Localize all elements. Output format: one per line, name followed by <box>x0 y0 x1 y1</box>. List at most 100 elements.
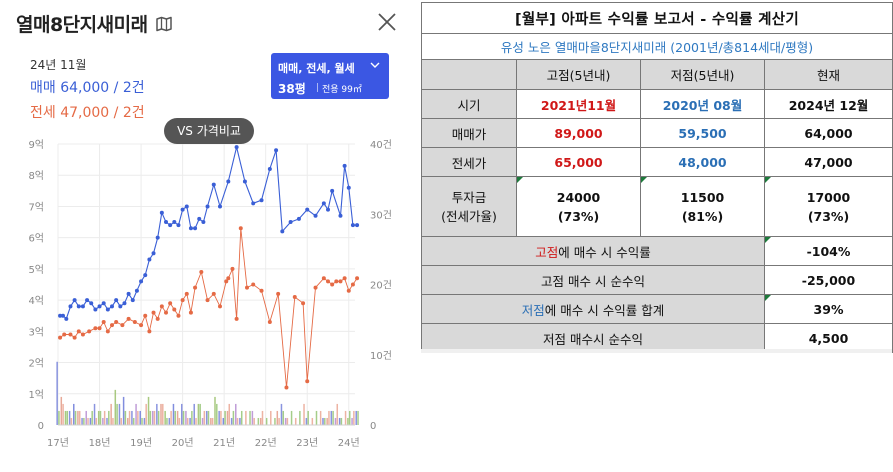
title-row: 열매8단지새미래 <box>16 10 173 37</box>
summary-prefix: 고점 <box>535 244 559 260</box>
volume-bar-lease <box>170 410 172 425</box>
volume-bar-sale <box>164 410 166 425</box>
price-chart: 0 1억 2억 3억 4억 5억 6억 7억 8억 9억 0 10건 20건 30건 40건 17년 18년 19… <box>28 139 392 449</box>
volume-bar-lease <box>216 403 218 425</box>
summary-value: 4,500 <box>763 323 893 353</box>
sale-price-point <box>93 307 98 312</box>
x-tick-label: 17년 <box>47 437 69 449</box>
lease-price-point <box>105 329 110 334</box>
volume-bar-lease <box>66 410 69 425</box>
sale-price-point <box>130 298 135 303</box>
lease-price-point <box>143 313 148 318</box>
volume-bar-lease <box>153 410 156 425</box>
sale-price-point <box>242 179 247 184</box>
filter-size: 38평 <box>278 82 306 96</box>
volume-bar-sale <box>110 403 112 425</box>
sale-price-point <box>147 257 152 262</box>
sale-price-point <box>105 307 110 312</box>
sale-price-point <box>218 204 222 209</box>
volume-bar-lease <box>162 403 164 425</box>
invest-now-amount: 17000 <box>806 189 851 205</box>
sale-price-point <box>134 288 139 293</box>
lease-price-point <box>305 379 310 384</box>
sale-price-point <box>72 298 77 303</box>
volume-bar-sale <box>106 417 108 425</box>
trade-date: 24년 11월 <box>30 58 87 72</box>
volume-bar-sale <box>305 417 308 425</box>
lease-price-point <box>199 270 204 275</box>
filter-types: 매매, 전세, 월세 <box>278 62 355 75</box>
report-subtitle-row: 유성 노은 열매마을8단지새미래 (2001년/총814세대/평형) <box>420 33 893 60</box>
lease-price-line <box>59 227 358 388</box>
volume-bar-lease <box>132 417 135 425</box>
volume-bar-lease <box>270 410 272 425</box>
sale-price-point <box>85 298 90 303</box>
volume-bar-sale <box>89 417 92 425</box>
summary-label: 저점에 매수 시 수익률 합계 <box>421 294 765 324</box>
lease-price-point <box>147 329 152 334</box>
lease-price-point <box>238 226 243 231</box>
sale-price-point <box>151 251 156 256</box>
sale-price: 매매 64,000 / 2건 <box>30 80 145 96</box>
volume-bar-lease <box>240 410 243 425</box>
invest-low-amount: 11500 <box>680 189 725 205</box>
filter-area: 전용 99㎡ <box>322 85 362 95</box>
sale-price-point <box>321 201 326 206</box>
invest-label: 투자금 (전세가율) <box>421 176 517 237</box>
volume-bar-lease <box>348 410 351 425</box>
y-left-tick-label: 0 <box>38 421 44 432</box>
sale-price-point <box>259 198 264 203</box>
volume-bar-lease <box>178 417 181 425</box>
lease-price-point <box>176 313 181 318</box>
sale-price-point <box>193 226 198 231</box>
volume-bar-sale <box>226 410 229 425</box>
volume-bar-sale <box>151 410 154 425</box>
lease-price-point <box>188 310 193 315</box>
lease-price: 전세 47,000 / 2건 <box>30 105 145 121</box>
volume-bar-sale <box>210 417 212 425</box>
period-now: 2024년 12월 <box>763 89 893 119</box>
sale-price-point <box>64 316 69 321</box>
sale-price-point <box>201 220 206 225</box>
invest-label-2: (전세가율) <box>441 208 497 224</box>
volume-bar-sale <box>197 403 200 425</box>
x-tick-label: 24년 <box>338 437 360 449</box>
volume-bar-lease <box>199 403 201 425</box>
header-high: 고점(5년내) <box>516 59 641 90</box>
volume-bar-lease <box>128 410 131 425</box>
lease-price-point <box>224 279 229 284</box>
lease-high: 65,000 <box>516 147 641 177</box>
sale-price-point <box>101 301 106 306</box>
sale-price-point <box>188 226 193 231</box>
map-icon[interactable] <box>155 15 173 33</box>
type-size-filter[interactable]: 매매, 전세, 월세 38평 전용 99㎡ <box>271 53 389 99</box>
sale-price-point <box>338 213 343 218</box>
volume-bar-lease <box>319 410 322 425</box>
close-icon[interactable] <box>377 12 397 32</box>
volume-bar-lease <box>257 417 260 425</box>
report-title: [월부] 아파트 수익률 보고서 - 수익률 계산기 <box>420 2 893 34</box>
volume-bar-lease <box>166 417 168 425</box>
lease-price-point <box>259 288 264 293</box>
volume-bar-lease <box>70 417 73 425</box>
volume-bar-sale <box>93 403 96 425</box>
summary-value: 39% <box>763 294 893 324</box>
lease-price-point <box>355 276 360 281</box>
volume-bar-sale <box>251 410 254 425</box>
volume-bar-lease <box>253 417 255 425</box>
y-left-tick-label: 7억 <box>28 201 44 213</box>
y-right-tick-label: 10건 <box>370 350 392 362</box>
volume-bar-sale <box>60 396 63 425</box>
table-row-summary: 고점 매수 시 순수익 -25,000 <box>421 265 893 295</box>
sale-price-point <box>267 166 272 171</box>
row-label: 시기 <box>421 89 517 119</box>
volume-bar-sale <box>131 410 133 425</box>
period-low: 2020년 08월 <box>640 89 765 119</box>
y-left-tick-label: 4억 <box>28 295 44 307</box>
lease-price-point <box>132 319 137 324</box>
lease-price-point <box>151 310 156 315</box>
sale-price-point <box>346 185 351 190</box>
y-left-tick-label: 1억 <box>28 389 44 401</box>
vs-compare-button[interactable]: VS 가격비교 <box>164 118 254 144</box>
sale-price-point <box>296 216 301 221</box>
